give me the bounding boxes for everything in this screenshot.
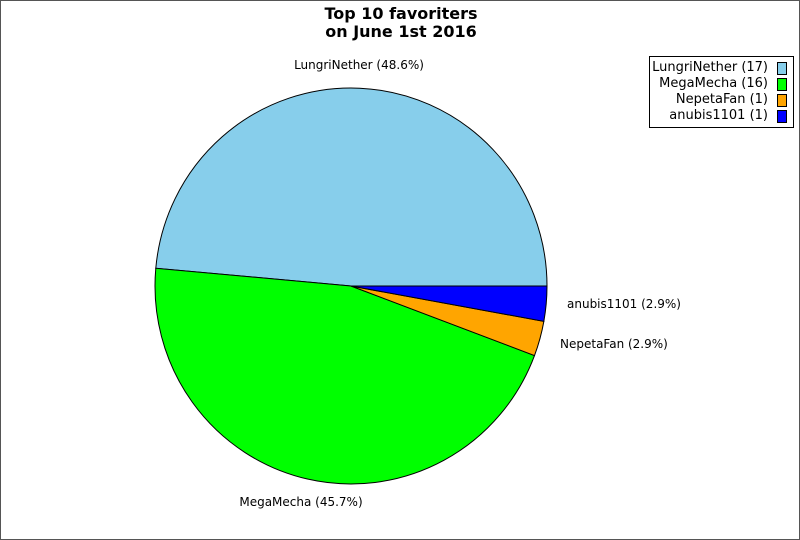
pie-slice-lungrinether bbox=[155, 87, 548, 287]
legend-swatch bbox=[777, 94, 787, 107]
slice-label-megamecha: MegaMecha (45.7%) bbox=[239, 495, 362, 509]
legend-label: MegaMecha (16) bbox=[659, 76, 768, 91]
pie-slice-megamecha bbox=[154, 267, 536, 485]
legend-label: NepetaFan (1) bbox=[675, 92, 768, 107]
chart-title-line-1: Top 10 favoriters bbox=[324, 4, 478, 23]
legend: LungriNether (17) MegaMecha (16) NepetaFan… bbox=[649, 56, 794, 128]
slice-label-anubis1101: anubis1101 (2.9%) bbox=[567, 297, 681, 311]
legend-label: LungriNether (17) bbox=[652, 60, 768, 75]
legend-label: anubis1101 (1) bbox=[669, 108, 768, 123]
legend-swatch bbox=[777, 110, 787, 123]
legend-swatch bbox=[777, 78, 787, 91]
slice-label-lungrinether: LungriNether (48.6%) bbox=[294, 58, 424, 72]
pie-slice-anubis1101 bbox=[350, 285, 548, 322]
legend-item-lungrinether: LungriNether (17) bbox=[650, 60, 793, 76]
legend-item-anubis1101: anubis1101 (1) bbox=[650, 108, 793, 124]
legend-item-megamecha: MegaMecha (16) bbox=[650, 76, 793, 92]
slice-label-nepetafan: NepetaFan (2.9%) bbox=[560, 337, 668, 351]
chart-title-line-2: on June 1st 2016 bbox=[325, 22, 477, 41]
legend-swatch bbox=[777, 62, 787, 75]
legend-item-nepetafan: NepetaFan (1) bbox=[650, 92, 793, 108]
